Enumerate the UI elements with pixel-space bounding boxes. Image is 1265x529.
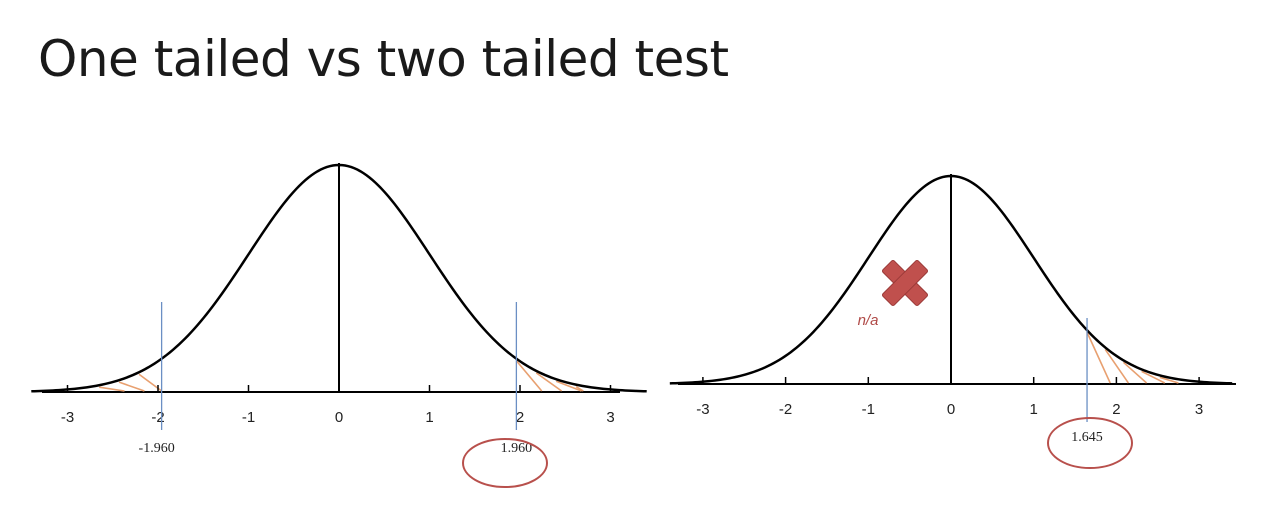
tail-hatch-line bbox=[1141, 370, 1166, 384]
tail-hatch-line bbox=[575, 385, 584, 392]
tail-hatch-line bbox=[99, 386, 125, 392]
x-tick-label: -3 bbox=[696, 401, 709, 418]
na-annotation: n/a bbox=[858, 312, 879, 329]
x-tick-label: 2 bbox=[1112, 401, 1120, 418]
tail-hatch-line bbox=[515, 360, 543, 392]
x-tick-label: -2 bbox=[779, 401, 792, 418]
cross-icon bbox=[881, 259, 929, 307]
x-tick-label: 3 bbox=[1195, 401, 1203, 418]
tail-hatch-line bbox=[1086, 331, 1111, 384]
critical-value-label: 1.645 bbox=[1071, 430, 1103, 445]
slide-title: One tailed vs two tailed test bbox=[38, 30, 729, 88]
x-tick-label: 1 bbox=[425, 409, 433, 426]
x-tick-label: -3 bbox=[61, 409, 74, 426]
x-tick-label: 0 bbox=[947, 401, 955, 418]
tail-hatch-line bbox=[1104, 349, 1130, 384]
critical-value-label: 1.960 bbox=[501, 441, 533, 456]
x-tick-label: 2 bbox=[516, 409, 524, 426]
highlight-circle bbox=[1047, 417, 1133, 469]
highlight-circle bbox=[462, 438, 548, 488]
tail-hatch-line bbox=[535, 372, 563, 392]
tail-hatch-line bbox=[1122, 361, 1148, 384]
x-tick-label: -1 bbox=[242, 409, 255, 426]
x-tick-label: 1 bbox=[1030, 401, 1038, 418]
tail-hatch-line bbox=[118, 381, 145, 392]
x-tick-label: 3 bbox=[606, 409, 614, 426]
tail-hatch-line bbox=[555, 380, 582, 392]
critical-value-label: -1.960 bbox=[139, 441, 175, 456]
tail-hatch-line bbox=[1159, 376, 1179, 384]
cross-icon-center bbox=[894, 272, 916, 294]
x-tick-label: -1 bbox=[862, 401, 875, 418]
x-tick-label: 0 bbox=[335, 409, 343, 426]
